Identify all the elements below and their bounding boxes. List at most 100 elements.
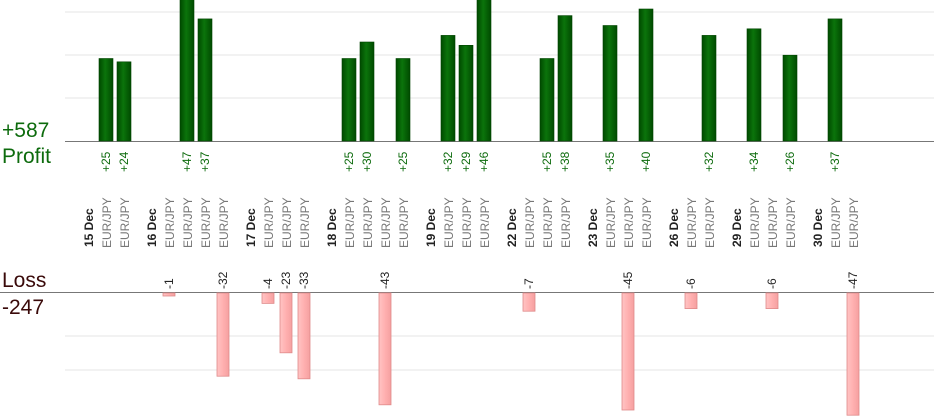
value-label: -45 xyxy=(621,271,635,289)
pair-label: EUR/JPY xyxy=(478,197,492,248)
value-label: +35 xyxy=(603,151,617,172)
value-label: +32 xyxy=(441,151,455,172)
profit-bar xyxy=(539,58,555,142)
loss-bar xyxy=(684,292,698,310)
value-label: +40 xyxy=(639,151,653,172)
profit-bar xyxy=(602,25,618,142)
pair-label: EUR/JPY xyxy=(622,197,636,248)
pair-label: EUR/JPY xyxy=(559,197,573,248)
value-label: +25 xyxy=(540,151,554,172)
value-label: +34 xyxy=(747,151,761,172)
date-label: 30 Dec xyxy=(811,208,825,247)
pair-label: EUR/JPY xyxy=(685,197,699,248)
pair-label: EUR/JPY xyxy=(217,197,231,248)
value-label: -4 xyxy=(261,278,275,289)
loss-bar xyxy=(297,292,311,380)
date-label: 26 Dec xyxy=(667,208,681,247)
date-label: 23 Dec xyxy=(586,208,600,247)
loss-bar xyxy=(279,292,293,354)
pair-label: EUR/JPY xyxy=(118,197,132,248)
loss-bar xyxy=(216,292,230,377)
value-label: +29 xyxy=(459,151,473,172)
loss-label: Loss xyxy=(2,269,47,292)
loss-bar xyxy=(162,292,176,297)
loss-bar xyxy=(846,292,860,416)
pair-label: EUR/JPY xyxy=(523,197,537,248)
value-label: -23 xyxy=(279,271,293,289)
pair-label: EUR/JPY xyxy=(604,197,618,248)
value-label: +46 xyxy=(477,151,491,172)
value-label: -32 xyxy=(216,271,230,289)
profit-bar xyxy=(638,8,654,142)
pair-label: EUR/JPY xyxy=(100,197,114,248)
value-label: +37 xyxy=(198,151,212,172)
loss-bar xyxy=(261,292,275,304)
value-label: +32 xyxy=(702,151,716,172)
bars xyxy=(98,0,860,416)
value-label: +25 xyxy=(99,151,113,172)
value-label: +30 xyxy=(360,151,374,172)
labels: 15 Dec EUR/JPY +25 EUR/JPY +24 16 Dec EUR/JPY -… xyxy=(82,151,861,289)
profit-bar xyxy=(197,18,213,142)
profit-bar xyxy=(341,58,357,142)
date-label: 22 Dec xyxy=(505,208,519,247)
profit-bar xyxy=(98,58,114,142)
profit-bar xyxy=(476,0,492,142)
value-label: +25 xyxy=(342,151,356,172)
value-label: -7 xyxy=(522,278,536,289)
pair-label: EUR/JPY xyxy=(397,197,411,248)
profit-bar xyxy=(179,0,195,142)
pair-label: EUR/JPY xyxy=(181,197,195,248)
profit-bar xyxy=(440,35,456,142)
pair-label: EUR/JPY xyxy=(541,197,555,248)
profit-bar xyxy=(701,35,717,142)
profit-total: +587 xyxy=(2,119,50,142)
pair-label: EUR/JPY xyxy=(262,197,276,248)
profit-bar xyxy=(557,15,573,142)
date-label: 19 Dec xyxy=(424,208,438,247)
date-label: 17 Dec xyxy=(244,208,258,247)
value-label: +25 xyxy=(396,151,410,172)
pair-label: EUR/JPY xyxy=(784,197,798,248)
profit-bar xyxy=(746,28,762,142)
value-label: -47 xyxy=(846,271,860,289)
value-label: -1 xyxy=(162,278,176,289)
value-label: +38 xyxy=(558,151,572,172)
value-label: -43 xyxy=(378,271,392,289)
pair-label: EUR/JPY xyxy=(829,197,843,248)
value-label: +37 xyxy=(828,151,842,172)
pair-label: EUR/JPY xyxy=(343,197,357,248)
value-label: +24 xyxy=(117,151,131,172)
profit-bar xyxy=(359,41,375,142)
value-label: +26 xyxy=(783,151,797,172)
pair-label: EUR/JPY xyxy=(280,197,294,248)
loss-total: -247 xyxy=(2,296,45,319)
pair-label: EUR/JPY xyxy=(199,197,213,248)
profit-label: Profit xyxy=(2,145,52,168)
pair-label: EUR/JPY xyxy=(703,197,717,248)
date-label: 18 Dec xyxy=(325,208,339,247)
value-label: -6 xyxy=(765,278,779,289)
profit-bar xyxy=(782,54,798,142)
loss-bar xyxy=(378,292,392,406)
pair-label: EUR/JPY xyxy=(748,197,762,248)
loss-bar xyxy=(621,292,635,411)
pair-label: EUR/JPY xyxy=(442,197,456,248)
pair-label: EUR/JPY xyxy=(847,197,861,248)
profit-bar xyxy=(827,18,843,142)
date-label: 15 Dec xyxy=(82,208,96,247)
pair-label: EUR/JPY xyxy=(361,197,375,248)
value-label: -6 xyxy=(684,278,698,289)
value-label: +47 xyxy=(180,151,194,172)
profit-bar xyxy=(116,61,132,142)
date-label: 16 Dec xyxy=(145,208,159,247)
pair-label: EUR/JPY xyxy=(298,197,312,248)
profit-bar xyxy=(458,44,474,142)
date-label: 29 Dec xyxy=(730,208,744,247)
loss-bar xyxy=(522,292,536,312)
loss-bar xyxy=(765,292,779,310)
value-label: -33 xyxy=(297,271,311,289)
pair-label: EUR/JPY xyxy=(163,197,177,248)
pair-label: EUR/JPY xyxy=(766,197,780,248)
